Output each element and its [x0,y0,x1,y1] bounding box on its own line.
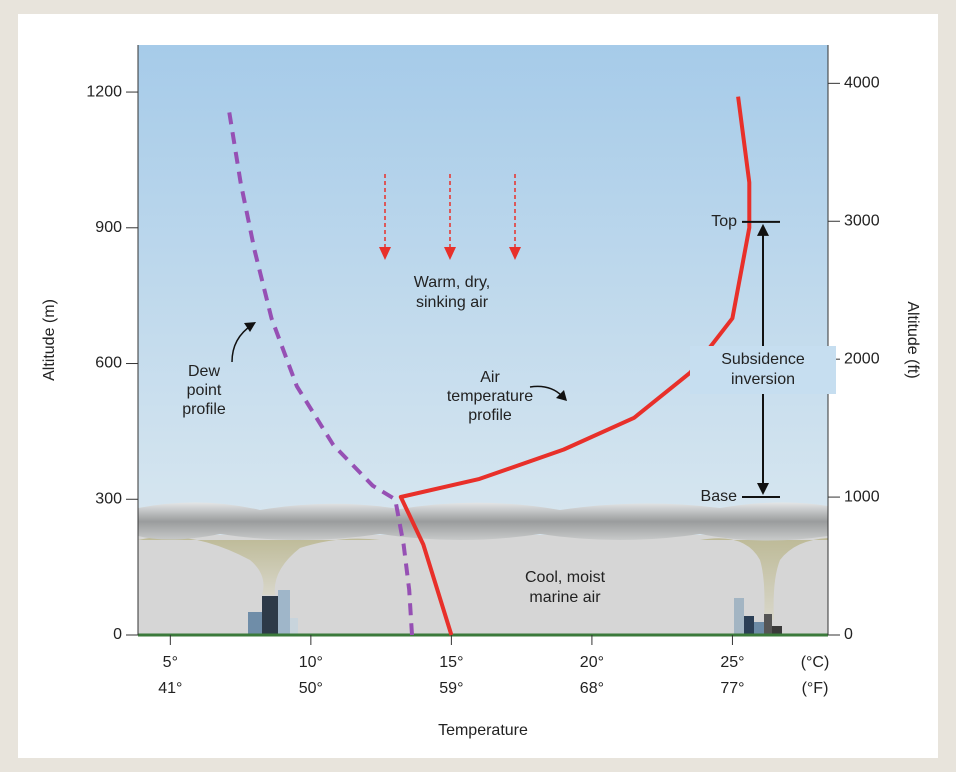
inversion-label-line: Subsidence [721,351,805,368]
y-tick-label: 300 [95,490,122,507]
x-tick-label: 25° [720,654,744,671]
x-tick-label: 15° [439,654,463,671]
dew-point-label-line: profile [182,401,226,418]
inversion-top-label: Top [711,213,737,230]
marine-air-label-line: Cool, moist [525,569,606,586]
x-tick-label-f: 59° [439,680,463,697]
y-tick-label: 0 [113,626,122,643]
profile-line [227,112,414,636]
smog-plume [700,538,828,620]
inversion-base-label: Base [701,488,738,505]
y2-tick-label: 2000 [844,350,880,367]
sinking-arrowhead [379,247,391,260]
pointer-head [244,322,256,332]
y-axis-label: Altitude (m) [41,299,58,381]
y-tick-label: 1200 [86,83,122,100]
y2-tick-label: 4000 [844,75,880,92]
arrowhead [757,223,769,236]
sinking-air-label: Warm, dry, sinking air [414,274,490,311]
marine-air-label: Cool, moist marine air [525,569,606,606]
x-tick-label: 5° [163,654,178,671]
sinking-air-label-line: sinking air [416,294,489,311]
buildings [248,590,782,635]
dew-point-label: Dew point profile [182,363,226,418]
x-tick-label-f: 50° [299,680,323,697]
x-tick-label-f: 41° [158,680,182,697]
y2-tick-label: 3000 [844,212,880,229]
label-gap [690,346,836,394]
inversion-label: Subsidence inversion [721,351,805,388]
air-temperature-label-line: temperature [447,388,533,405]
dew-point-label-line: point [187,382,222,399]
air-temperature-label: Air temperature profile [447,369,533,424]
y-tick-label: 600 [95,355,122,372]
x-tick-label: 10° [299,654,323,671]
air-temperature-label-line: profile [468,407,512,424]
inversion-cloud [138,502,828,541]
smog-plume [138,536,380,595]
sinking-air-label-line: Warm, dry, [414,274,490,291]
inversion-label-line: inversion [731,371,795,388]
x-tick-label-f: 77° [720,680,744,697]
arrowhead [757,483,769,496]
y2-axis-label: Altitude (ft) [904,301,921,378]
air-temperature-label-line: Air [480,369,500,386]
y2-tick-label: 1000 [844,488,880,505]
x-axis-label: Temperature [438,722,528,739]
y-tick-label: 900 [95,219,122,236]
sinking-arrowhead [509,247,521,260]
x-unit: (°C) [801,654,830,671]
profile-line [398,96,752,636]
dew-point-label-line: Dew [188,363,220,380]
marine-air-label-line: marine air [529,589,601,606]
y2-tick-label: 0 [844,626,853,643]
x-unit: (°F) [802,680,829,697]
sinking-arrowhead [444,247,456,260]
x-tick-label-f: 68° [580,680,604,697]
x-tick-label: 20° [580,654,604,671]
pointer-head [556,390,567,401]
